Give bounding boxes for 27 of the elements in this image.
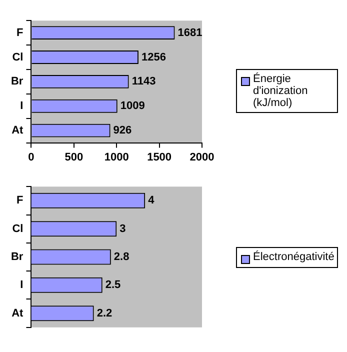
x-tick-label: 1000 [104, 151, 129, 164]
data-label: 1143 [132, 76, 156, 88]
data-label: 1009 [120, 100, 145, 112]
legend-label: Électronégativité [253, 250, 334, 262]
data-label: 926 [113, 124, 132, 137]
y-tick-label: Br [10, 76, 24, 88]
y-tick-label: At [12, 124, 24, 137]
y-tick-label: Cl [12, 51, 24, 64]
y-tick-label: I [20, 100, 24, 112]
y-tick-label: Br [10, 251, 24, 264]
data-label: 4 [148, 194, 156, 207]
y-tick-label: F [16, 26, 24, 39]
data-label: 2.5 [105, 279, 121, 292]
y-tick-label: F [16, 194, 24, 207]
data-label: 3 [120, 222, 126, 235]
y-tick-label: I [20, 279, 24, 292]
y-tick-label: At [12, 307, 24, 320]
data-label: 2.2 [96, 307, 112, 320]
data-label: 1256 [141, 51, 166, 64]
x-tick-label: 1500 [147, 151, 172, 164]
x-tick-label: 2000 [190, 151, 214, 164]
x-tick-label: 0 [28, 151, 34, 164]
data-label: 2.8 [114, 251, 130, 264]
data-label: 1681 [178, 26, 202, 39]
x-tick-label: 500 [64, 151, 84, 164]
legend-label: Énergie d'ionization (kJ/mol) [253, 73, 309, 109]
y-tick-label: Cl [12, 222, 24, 235]
